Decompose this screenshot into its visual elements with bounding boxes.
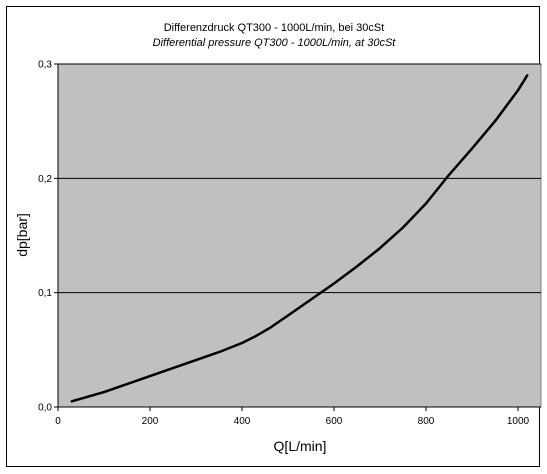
x-tick-label: 800 [418,416,435,427]
x-tick-label: 400 [234,416,251,427]
plot-area [57,63,542,408]
chart-title: Differenzdruck QT300 - 1000L/min, bei 30… [164,22,385,34]
chart-subtitle: Differential pressure QT300 - 1000L/min,… [153,37,397,49]
y-tick-label: 0,3 [38,60,52,71]
y-tick-label: 0,1 [38,288,52,299]
x-tick-label: 0 [55,416,61,427]
x-tick-label: 1000 [507,416,530,427]
y-axis-label: dp[bar] [14,213,30,257]
y-tick-label: 0,0 [38,403,52,414]
axes [57,64,541,408]
gridlines [58,63,541,294]
series-line [70,74,529,403]
x-axis-label: Q[L/min] [274,438,327,454]
x-tick-label: 600 [326,416,343,427]
y-tick-label: 0,2 [38,174,52,185]
tick-labels: 0,0 0,1 0,2 0,3 0 200 400 600 800 1000 [38,60,529,428]
x-tick-label: 200 [142,416,159,427]
